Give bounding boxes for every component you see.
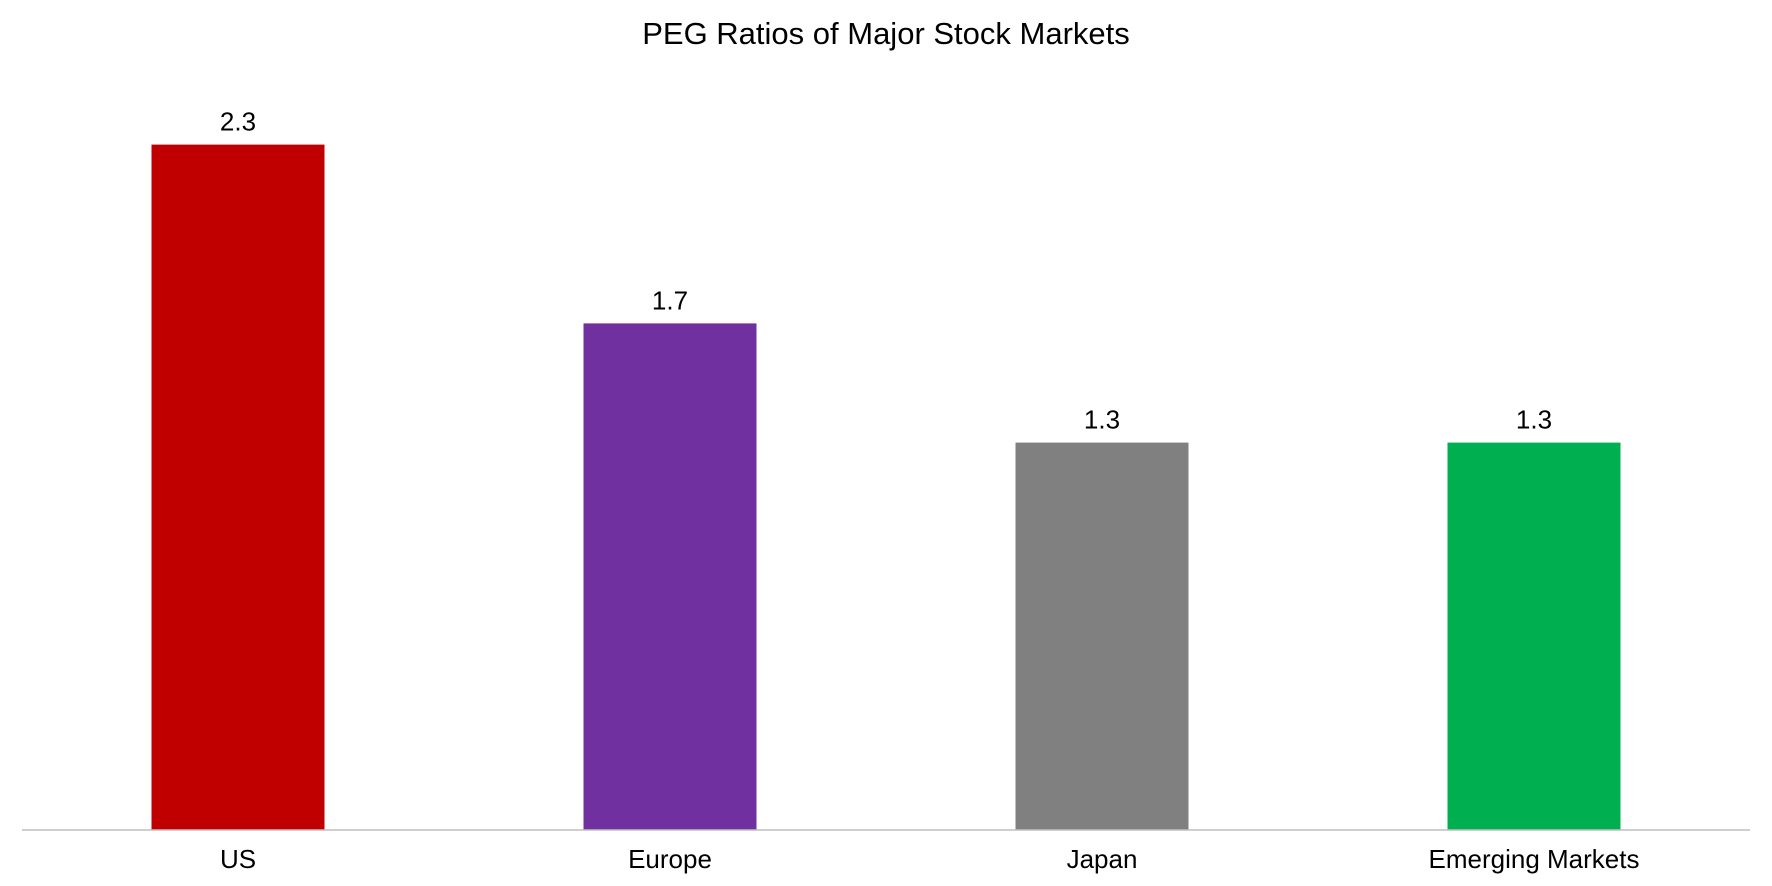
bar-japan (1015, 442, 1189, 830)
category-labels-group: US Europe Japan Emerging Markets (220, 844, 1640, 874)
category-label-europe: Europe (628, 844, 712, 874)
value-label-emerging-markets: 1.3 (1516, 405, 1552, 435)
bar-europe (583, 323, 757, 830)
bar-emerging-markets (1447, 442, 1621, 830)
value-label-us: 2.3 (220, 107, 256, 137)
bars-group (151, 144, 1621, 831)
value-label-europe: 1.7 (652, 285, 688, 315)
category-label-us: US (220, 844, 256, 874)
category-label-emerging-markets: Emerging Markets (1429, 844, 1640, 874)
category-label-japan: Japan (1067, 844, 1138, 874)
chart-title: PEG Ratios of Major Stock Markets (642, 16, 1130, 51)
value-labels-group: 2.3 1.7 1.3 1.3 (220, 107, 1552, 435)
value-label-japan: 1.3 (1084, 405, 1120, 435)
bar-us (151, 144, 325, 831)
